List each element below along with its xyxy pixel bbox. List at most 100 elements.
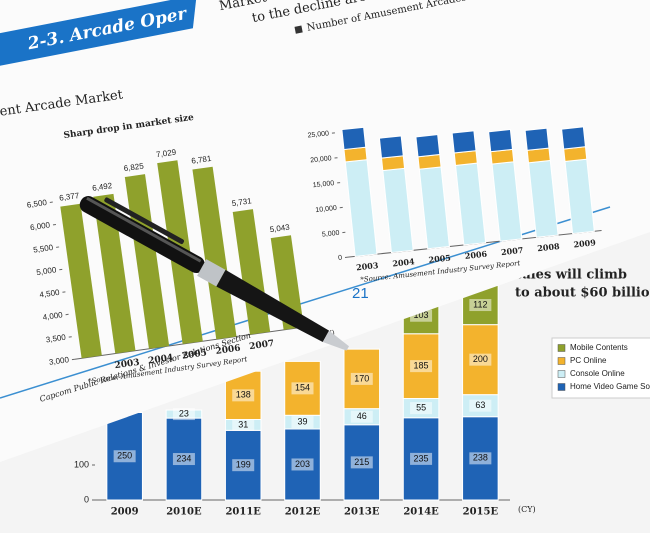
bar-segment <box>378 135 404 159</box>
pen-cap <box>79 196 205 274</box>
x-tick-label: 2013E <box>344 507 380 518</box>
x-tick-label: 2003 <box>356 260 380 272</box>
value-label: 6,781 <box>191 154 213 166</box>
legend-box <box>551 337 650 399</box>
value-label-bg <box>350 410 373 423</box>
x-tick-label: 2015E <box>463 507 499 518</box>
x-tick-label: 2007 <box>249 339 275 352</box>
x-tick-label: 2011E <box>225 507 261 518</box>
value-label-bg <box>291 458 314 471</box>
value-label: 7,029 <box>156 147 178 159</box>
y-tick-label: 0 <box>338 255 343 262</box>
right-chart: 0 5,000 10,000 15,000 20,000 25,000 2003 2004 20… <box>307 126 602 284</box>
x-tick-label: 2006 <box>464 249 488 261</box>
value-label: 5,043 <box>269 222 291 234</box>
value-label: 39 <box>297 417 307 427</box>
x-tick-label: 2007 <box>501 245 524 257</box>
x-unit: (CY) <box>518 505 536 514</box>
value-label-bg <box>350 372 373 385</box>
value-label-bg <box>410 360 433 373</box>
y-tick-label: 0 <box>84 494 89 504</box>
value-label-bg <box>291 382 314 395</box>
value-label: 103 <box>414 310 429 320</box>
x-tick-label: 2003 <box>114 358 140 371</box>
legend-label: PC Online <box>570 356 607 365</box>
value-label: 170 <box>354 373 369 383</box>
value-label: 46 <box>357 411 367 421</box>
value-label: 203 <box>295 459 310 469</box>
chart-title: sales will climb <box>515 268 627 283</box>
value-label: 238 <box>473 453 488 463</box>
x-tick-label: 2009 <box>573 237 597 249</box>
y-tick-label: 25,000 <box>307 130 329 139</box>
y-tick-label: 3,500 <box>45 333 67 345</box>
legend-swatch <box>294 25 303 34</box>
page-number: 21 <box>352 285 369 302</box>
value-label: 185 <box>414 361 429 371</box>
x-tick-label: 2006 <box>215 344 241 357</box>
value-label-bg <box>410 452 433 465</box>
y-tick-label: 6,000 <box>29 220 51 232</box>
pen-barrel <box>216 269 330 343</box>
value-label-bg <box>469 399 492 412</box>
pen <box>79 196 349 351</box>
value-label-bg <box>469 452 492 465</box>
value-label-bg <box>469 353 492 366</box>
value-label: 31 <box>238 419 248 429</box>
pen-highlight <box>86 196 202 263</box>
value-label: 23 <box>179 408 189 418</box>
y-tick-label: 20,000 <box>310 155 332 164</box>
y-tick-label: 5,000 <box>36 265 58 277</box>
bar-segment <box>415 134 441 158</box>
value-label: 154 <box>295 383 310 393</box>
bar-segment <box>488 128 514 153</box>
bar <box>93 193 136 354</box>
bar-segment <box>451 130 477 154</box>
value-label: 235 <box>414 453 429 463</box>
x-tick-label: 2004 <box>392 256 416 268</box>
y-tick-label: 100 <box>74 459 89 469</box>
value-label: 6,377 <box>59 191 81 203</box>
bar <box>270 235 304 330</box>
y-tick-label: 3,000 <box>48 355 70 367</box>
x-tick-label: 2010E <box>166 507 202 518</box>
value-label: 138 <box>236 390 251 400</box>
value-label: 199 <box>236 460 251 470</box>
value-label: 63 <box>475 400 485 410</box>
bar-segment <box>561 126 586 150</box>
value-label: 234 <box>176 453 191 463</box>
value-label: 250 <box>117 451 132 461</box>
value-label: 6,825 <box>123 161 145 173</box>
x-tick-label: 2009 <box>111 507 139 518</box>
bottom-sheet: 0 100 2009 2010E 2011E 2012E 2013E 2014E 2015E (C… <box>74 268 650 518</box>
chart-subtitle: to about $60 billion <box>515 286 650 301</box>
value-label: 215 <box>354 457 369 467</box>
bar-segment <box>524 127 550 151</box>
x-tick-label: 2014E <box>403 507 439 518</box>
y-tick-label: 4,000 <box>42 310 64 322</box>
value-label-bg <box>232 389 255 402</box>
value-label: 55 <box>416 403 426 413</box>
value-label-bg <box>232 418 255 431</box>
x-tick-label: 2008 <box>537 241 561 253</box>
pen-tip <box>322 330 349 351</box>
value-label-bg <box>172 408 195 421</box>
legend-swatch <box>557 370 566 378</box>
value-label-bg <box>291 416 314 429</box>
value-label: 6,492 <box>92 181 114 193</box>
bar <box>192 166 237 340</box>
value-label-bg <box>113 450 136 463</box>
value-label-bg <box>410 402 433 415</box>
y-tick-label: 5,000 <box>322 230 340 239</box>
legend-label: Console Online <box>570 369 625 378</box>
y-tick-label: 4,500 <box>39 288 61 300</box>
y-tick-label: 15,000 <box>313 180 335 189</box>
pen-clip <box>104 197 185 245</box>
value-label-bg <box>232 459 255 472</box>
legend-swatch <box>557 383 566 391</box>
bar-segment <box>341 126 367 151</box>
x-tick-label: 2012E <box>285 507 321 518</box>
header-band <box>0 0 197 67</box>
y-tick-label: 10,000 <box>315 205 337 214</box>
